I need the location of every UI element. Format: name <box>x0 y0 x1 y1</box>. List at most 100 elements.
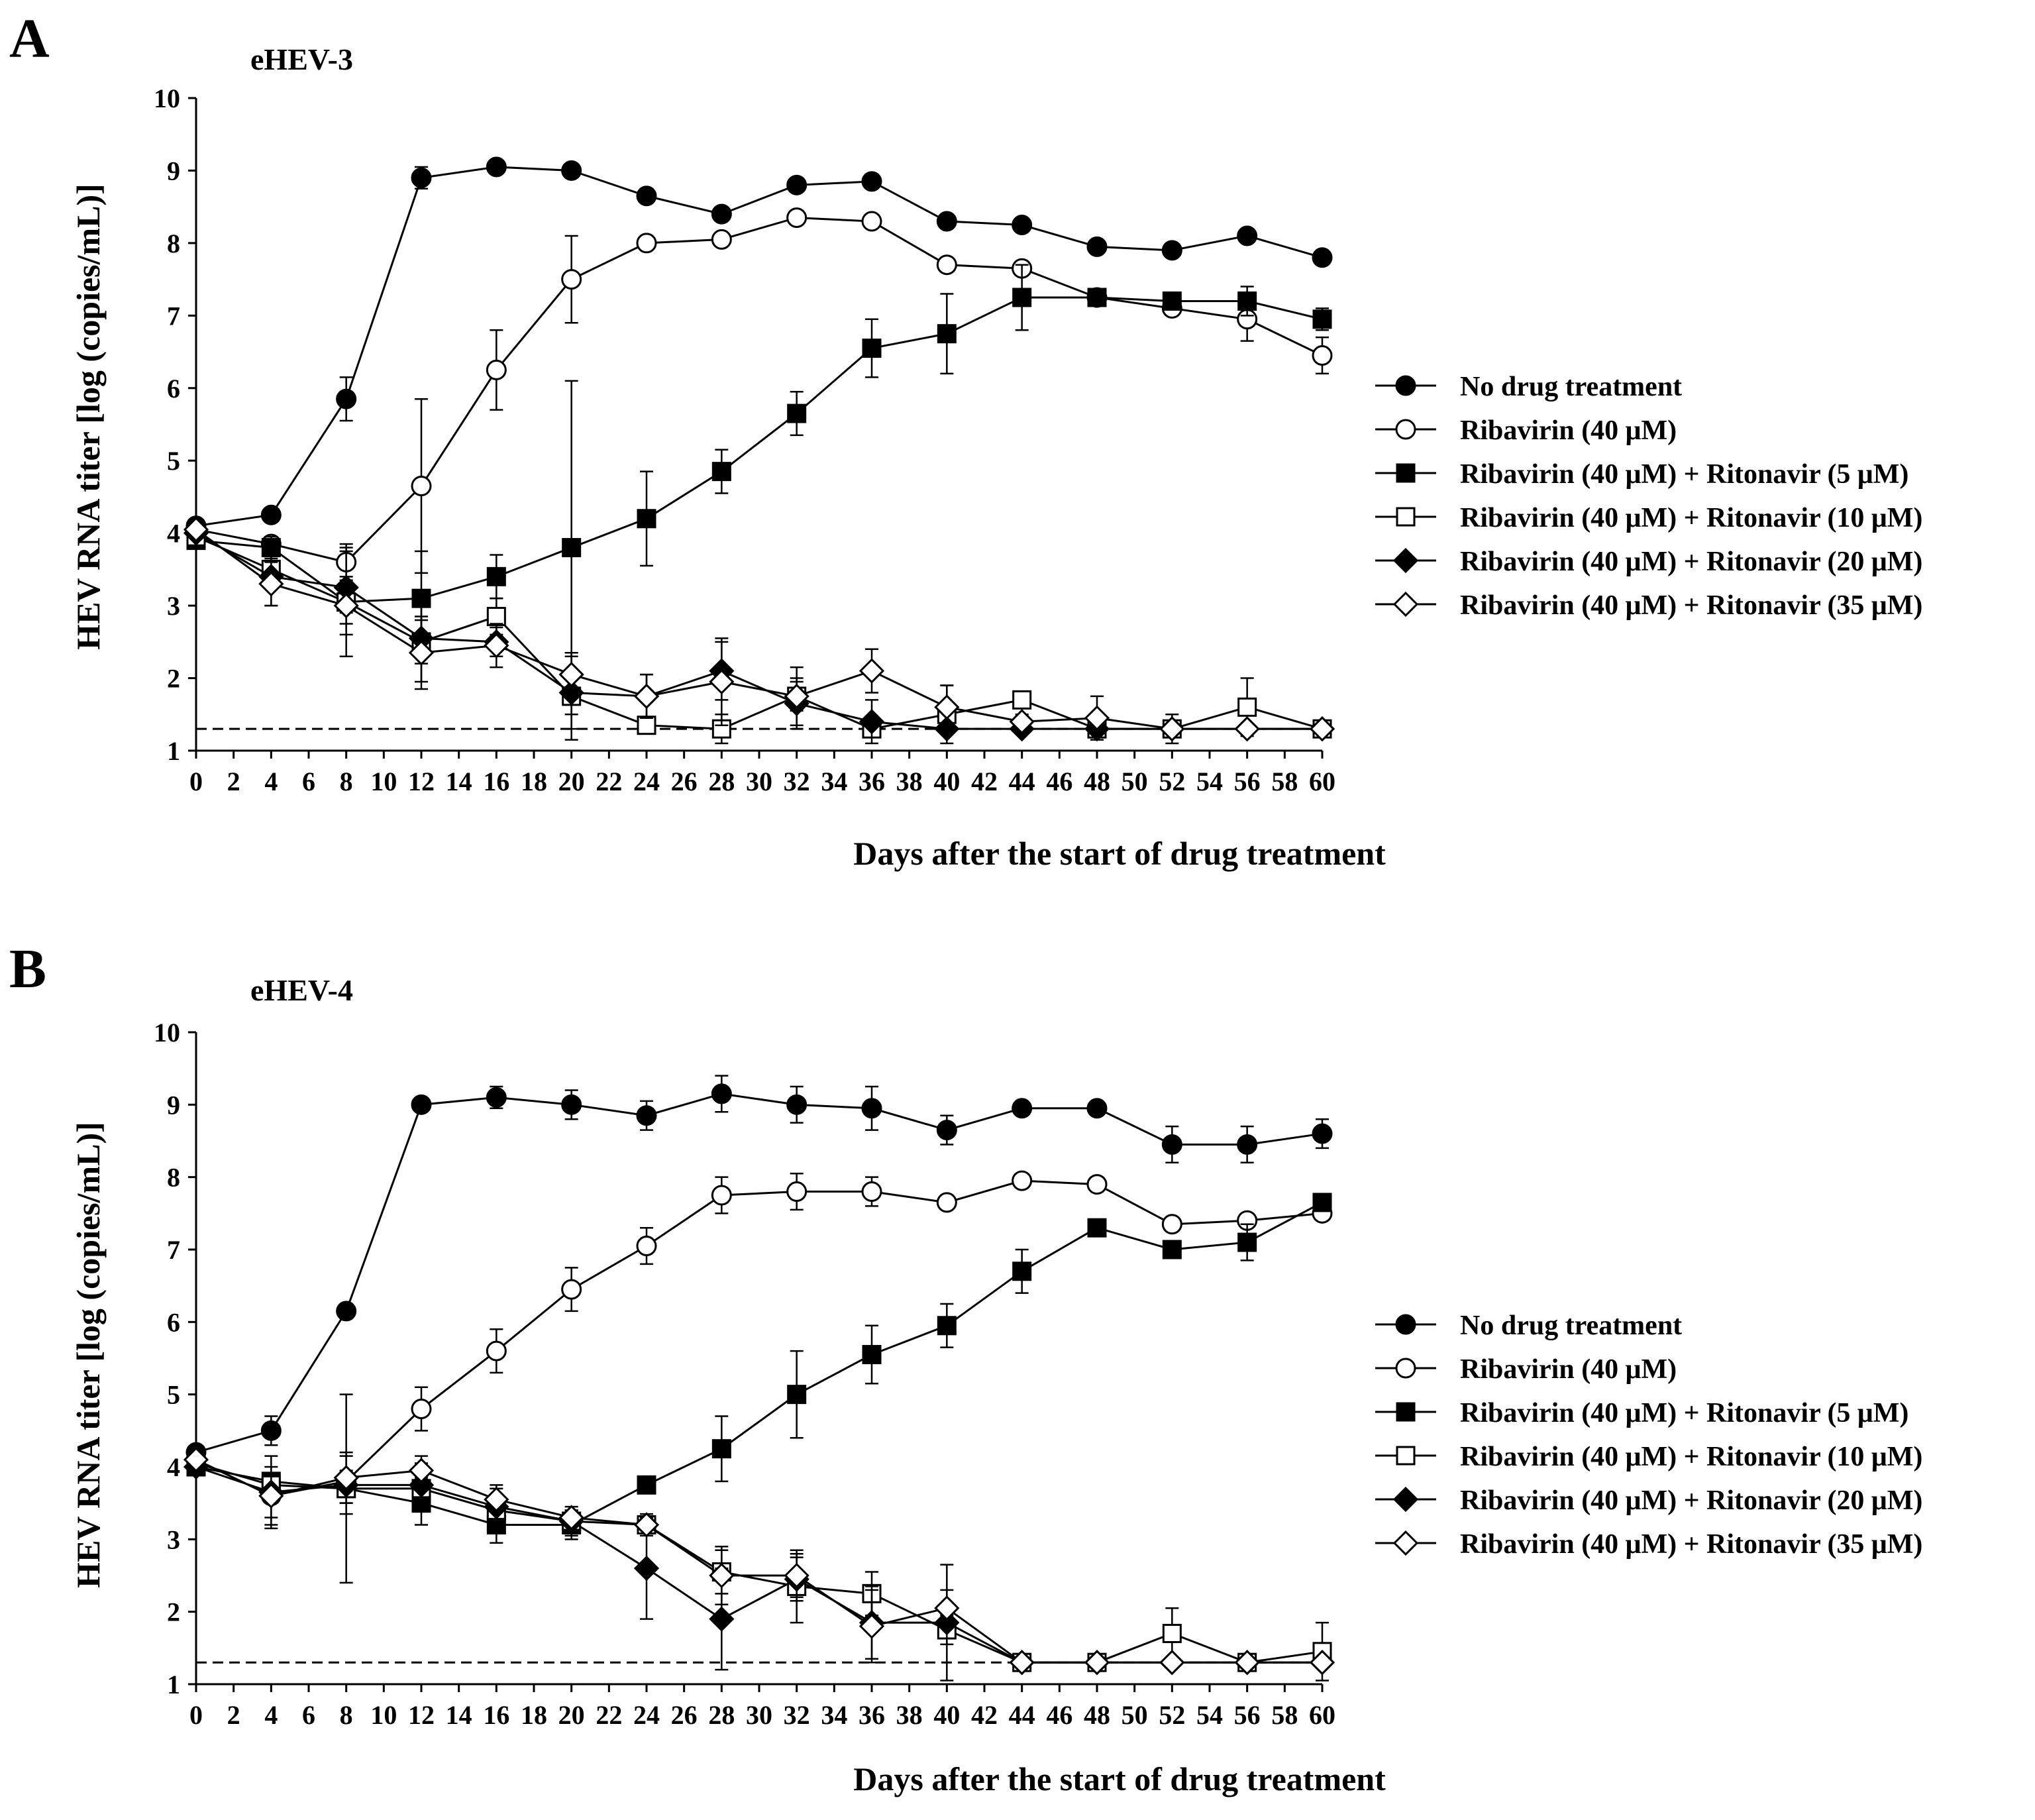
x-tick-label: 44 <box>1009 767 1035 796</box>
series-line <box>195 528 1322 730</box>
legend: No drug treatment Ribavirin (40 μM) Ribavi… <box>1375 372 1922 621</box>
y-tick-label: 9 <box>167 1090 180 1120</box>
data-point <box>859 709 885 735</box>
series-2 <box>185 207 1333 582</box>
x-tick-label: 10 <box>370 767 397 796</box>
legend: No drug treatment Ribavirin (40 μM) Ribavi… <box>1375 1311 1922 1560</box>
data-point <box>709 669 735 695</box>
y-tick-label: 5 <box>167 446 180 476</box>
x-tick-label: 50 <box>1122 767 1148 796</box>
data-point <box>1312 309 1332 329</box>
data-point <box>784 683 809 710</box>
legend-item: Ribavirin (40 μM) <box>1375 1354 1677 1385</box>
data-point <box>936 1192 957 1213</box>
series-line <box>195 217 1323 564</box>
data-point <box>486 1087 507 1108</box>
series-line <box>195 1093 1323 1454</box>
y-tick-label: 4 <box>167 519 180 549</box>
y-tick-label: 1 <box>167 736 180 766</box>
data-point <box>1084 1650 1110 1676</box>
data-point <box>484 633 509 659</box>
panel-a: A eHEV-3 Days after the start of drug tr… <box>9 8 1922 872</box>
y-tick-label: 2 <box>167 664 180 694</box>
data-point <box>258 1483 284 1509</box>
legend-label: Ribavirin (40 μM) + Ritonavir (10 μM) <box>1460 1442 1922 1472</box>
x-tick-label: 4 <box>264 767 278 796</box>
y-tick-label: 4 <box>167 1452 180 1482</box>
series-2 <box>185 1170 1333 1519</box>
legend-item: Ribavirin (40 μM) + Ritonavir (5 μM) <box>1375 459 1908 490</box>
x-tick-label: 18 <box>521 767 547 796</box>
legend-marker <box>1395 375 1416 396</box>
x-tick-label: 58 <box>1271 767 1298 796</box>
x-tick-label: 34 <box>821 1700 847 1730</box>
x-tick-label: 56 <box>1234 767 1261 796</box>
y-tick-label: 1 <box>167 1670 180 1699</box>
x-tick-label: 14 <box>446 767 472 796</box>
legend-item: Ribavirin (40 μM) + Ritonavir (10 μM) <box>1375 1442 1922 1472</box>
legend-label: Ribavirin (40 μM) <box>1460 1354 1677 1385</box>
data-point <box>709 1562 735 1589</box>
data-point <box>1162 1623 1182 1643</box>
legend-item: Ribavirin (40 μM) + Ritonavir (35 μM) <box>1375 590 1922 621</box>
data-point <box>333 1465 359 1491</box>
legend-marker <box>1392 1530 1419 1556</box>
data-point <box>1159 716 1185 742</box>
series-4 <box>186 1454 1332 1682</box>
data-point <box>1309 1650 1335 1676</box>
panel-b: B eHEV-4 Days after the start of drug tr… <box>9 938 1922 1797</box>
x-tick-label: 50 <box>1122 1700 1148 1730</box>
data-point <box>561 1279 582 1300</box>
x-tick-label: 60 <box>1309 1700 1335 1730</box>
x-tick-label: 38 <box>896 767 923 796</box>
x-tick-label: 14 <box>446 1700 472 1730</box>
chart-title: eHEV-4 <box>250 973 353 1007</box>
series-line <box>195 166 1323 527</box>
data-point <box>486 156 507 178</box>
y-tick-label: 10 <box>154 83 180 113</box>
data-point <box>484 1487 509 1513</box>
legend-label: Ribavirin (40 μM) + Ritonavir (35 μM) <box>1460 1529 1922 1560</box>
data-point <box>1084 705 1110 731</box>
data-point <box>1237 697 1257 717</box>
x-tick-label: 2 <box>227 1700 240 1730</box>
series-line <box>195 532 1322 730</box>
x-tick-label: 32 <box>784 1700 810 1730</box>
series-3 <box>186 264 1332 716</box>
x-tick-label: 24 <box>633 767 660 796</box>
chart-title: eHEV-3 <box>250 42 353 76</box>
legend-item: No drug treatment <box>1375 372 1682 402</box>
data-point <box>637 1475 656 1495</box>
series-line <box>195 1462 1323 1664</box>
data-point <box>711 203 732 225</box>
x-tick-label: 56 <box>1234 1700 1261 1730</box>
data-point <box>1012 215 1033 236</box>
data-point <box>1012 1170 1033 1191</box>
data-point <box>336 388 357 409</box>
x-tick-label: 30 <box>746 1700 772 1730</box>
data-point <box>1012 288 1032 307</box>
x-axis-title: Days after the start of drug treatment <box>853 1760 1386 1797</box>
data-point <box>633 1555 660 1581</box>
legend-label: Ribavirin (40 μM) <box>1460 415 1677 446</box>
series-5 <box>183 520 1335 745</box>
series-line <box>195 1458 1322 1664</box>
series-1 <box>185 1075 1333 1463</box>
data-point <box>411 1399 432 1420</box>
data-point <box>787 403 807 423</box>
legend-label: Ribavirin (40 μM) + Ritonavir (20 μM) <box>1460 1485 1922 1516</box>
x-tick-label: 46 <box>1046 767 1072 796</box>
x-tick-label: 22 <box>596 767 622 796</box>
legend-item: Ribavirin (40 μM) + Ritonavir (20 μM) <box>1375 1485 1922 1516</box>
y-tick-label: 8 <box>167 1163 180 1193</box>
data-point <box>486 566 506 586</box>
data-point <box>1162 1240 1182 1259</box>
x-tick-label: 34 <box>821 767 847 796</box>
data-point <box>934 694 960 720</box>
x-tick-label: 20 <box>558 767 585 796</box>
x-tick-label: 44 <box>1009 1700 1035 1730</box>
data-point <box>1237 1232 1257 1252</box>
legend-item: Ribavirin (40 μM) + Ritonavir (20 μM) <box>1375 547 1922 577</box>
